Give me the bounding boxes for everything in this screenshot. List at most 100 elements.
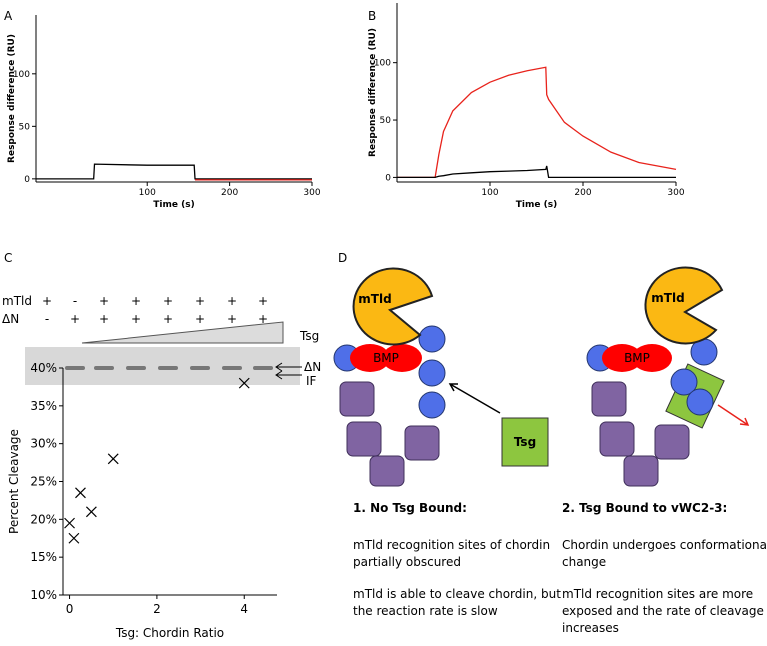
domain: [591, 381, 627, 417]
domain: [339, 381, 375, 417]
bmp: [632, 344, 672, 372]
line: [397, 165, 676, 179]
point: [238, 377, 250, 389]
y-tick-label: 20%: [30, 512, 57, 526]
y-tick-label: 15%: [30, 550, 57, 564]
point: [64, 517, 75, 529]
gel-sign: +: [163, 294, 173, 308]
point: [75, 487, 86, 499]
gel-sign: +: [131, 294, 141, 308]
x-axis-label: Time (s): [153, 200, 194, 210]
point: [107, 453, 119, 465]
domain: [623, 455, 659, 487]
bmp: [350, 344, 390, 372]
gel-signs: + - + + + + + + - + + + + + + +: [42, 294, 273, 370]
domain: [654, 424, 690, 460]
x-tick-label: 300: [303, 188, 320, 198]
y-tick-label: 30%: [30, 437, 57, 451]
x-tick-label: 0: [66, 602, 74, 616]
state-title: 1. No Tsg Bound:: [353, 501, 467, 515]
state-note: mTld is able to cleave chordin, but: [353, 587, 561, 601]
mtld: [352, 267, 434, 346]
x-tick-label: 200: [221, 188, 238, 198]
domain: [369, 455, 405, 487]
tsg-label: Tsg: [514, 435, 536, 449]
gradient-label: Tsg: [299, 329, 319, 343]
gel-sign: +: [42, 294, 52, 308]
x-tick-label: 100: [481, 188, 498, 198]
x-tick-label: 200: [574, 188, 591, 198]
chart: 10% 15% 20% 25% 30% 35% 40% 0 2 4 Tsg: Chordin Rat…: [7, 361, 277, 640]
state-note: Chordin undergoes conformational: [562, 538, 767, 552]
gel-band: [158, 366, 178, 370]
gel-sign: +: [70, 312, 80, 326]
gel-band: [190, 366, 210, 370]
y-tick-label: 0: [385, 173, 391, 183]
gradient: [81, 321, 284, 344]
state-note: partially obscured: [353, 555, 461, 569]
diagram-right: BMP mTld: [586, 266, 750, 487]
vwc-domain: [670, 368, 698, 396]
gel-band: [94, 366, 114, 370]
gel-band: [253, 366, 273, 370]
gel-sign: +: [258, 294, 268, 308]
gel-band: [126, 366, 146, 370]
point: [85, 506, 97, 518]
panel-label: A: [4, 9, 13, 23]
chart: 0 50 100 100 200 300 Time (s) Response differen…: [368, 3, 685, 210]
gel-sign: +: [227, 312, 237, 326]
arrow: [448, 383, 501, 414]
tsg: [501, 417, 549, 467]
gel-sign: +: [227, 294, 237, 308]
domain: [404, 425, 440, 461]
y-tick-label: 35%: [30, 399, 57, 413]
state-note: mTld recognition sites are more: [562, 587, 753, 601]
y-tick-label: 25%: [30, 475, 57, 489]
panel-label: D: [338, 251, 347, 265]
arrow: [717, 404, 750, 426]
y-tick-label: 50: [19, 122, 31, 132]
panel-label: B: [368, 9, 376, 23]
static-layer: A B C D Tsg mTld ΔN ΔN IF + - + + + + + +- + + + + +…: [2, 9, 750, 487]
gel-sign: +: [99, 294, 109, 308]
bmp-label: BMP: [373, 351, 399, 365]
state-note: change: [562, 555, 606, 569]
vwc-domain: [418, 359, 446, 387]
gel-sign: +: [195, 312, 205, 326]
bmp-label: BMP: [624, 351, 650, 365]
mtld: [644, 266, 724, 345]
vwc-domain: [418, 325, 446, 353]
vwc-domain: [418, 391, 446, 419]
x-axis-label: Tsg: Chordin Ratio: [115, 626, 224, 640]
domain: [599, 421, 635, 457]
y-tick-label: 50: [380, 116, 392, 126]
band-label: IF: [306, 374, 317, 388]
state-note: mTld recognition sites of chordin: [353, 538, 550, 552]
x-tick-label: 100: [139, 188, 156, 198]
gel-sign: -: [45, 312, 49, 326]
state-note: the reaction rate is slow: [353, 604, 498, 618]
state-title: 2. Tsg Bound to vWC2-3:: [562, 501, 727, 515]
band-arrow: [275, 362, 302, 380]
y-tick-label: 40%: [30, 361, 57, 375]
bmp: [602, 344, 642, 372]
band-label: ΔN: [304, 360, 321, 374]
y-tick-label: 100: [374, 59, 391, 69]
x-tick-label: 2: [153, 602, 161, 616]
x-tick-label: 300: [667, 188, 684, 198]
chart: 0 50 100 100 200 300 Time (s) Response differen…: [7, 15, 321, 210]
point: [68, 532, 80, 544]
panel-label: C: [4, 251, 12, 265]
x-tick-label: 4: [240, 602, 248, 616]
gel-sign: +: [258, 312, 268, 326]
y-axis-label: Percent Cleavage: [7, 429, 21, 534]
gel-band: [65, 366, 85, 370]
y-axis-label: Response difference (RU): [7, 34, 17, 163]
y-tick-label: 10%: [30, 588, 57, 602]
gel-band: [222, 366, 242, 370]
mtld-label: mTld: [358, 292, 391, 306]
gel-sign: -: [73, 294, 77, 308]
y-axis-label: Response difference (RU): [368, 28, 378, 157]
mtld-label: mTld: [651, 291, 684, 305]
